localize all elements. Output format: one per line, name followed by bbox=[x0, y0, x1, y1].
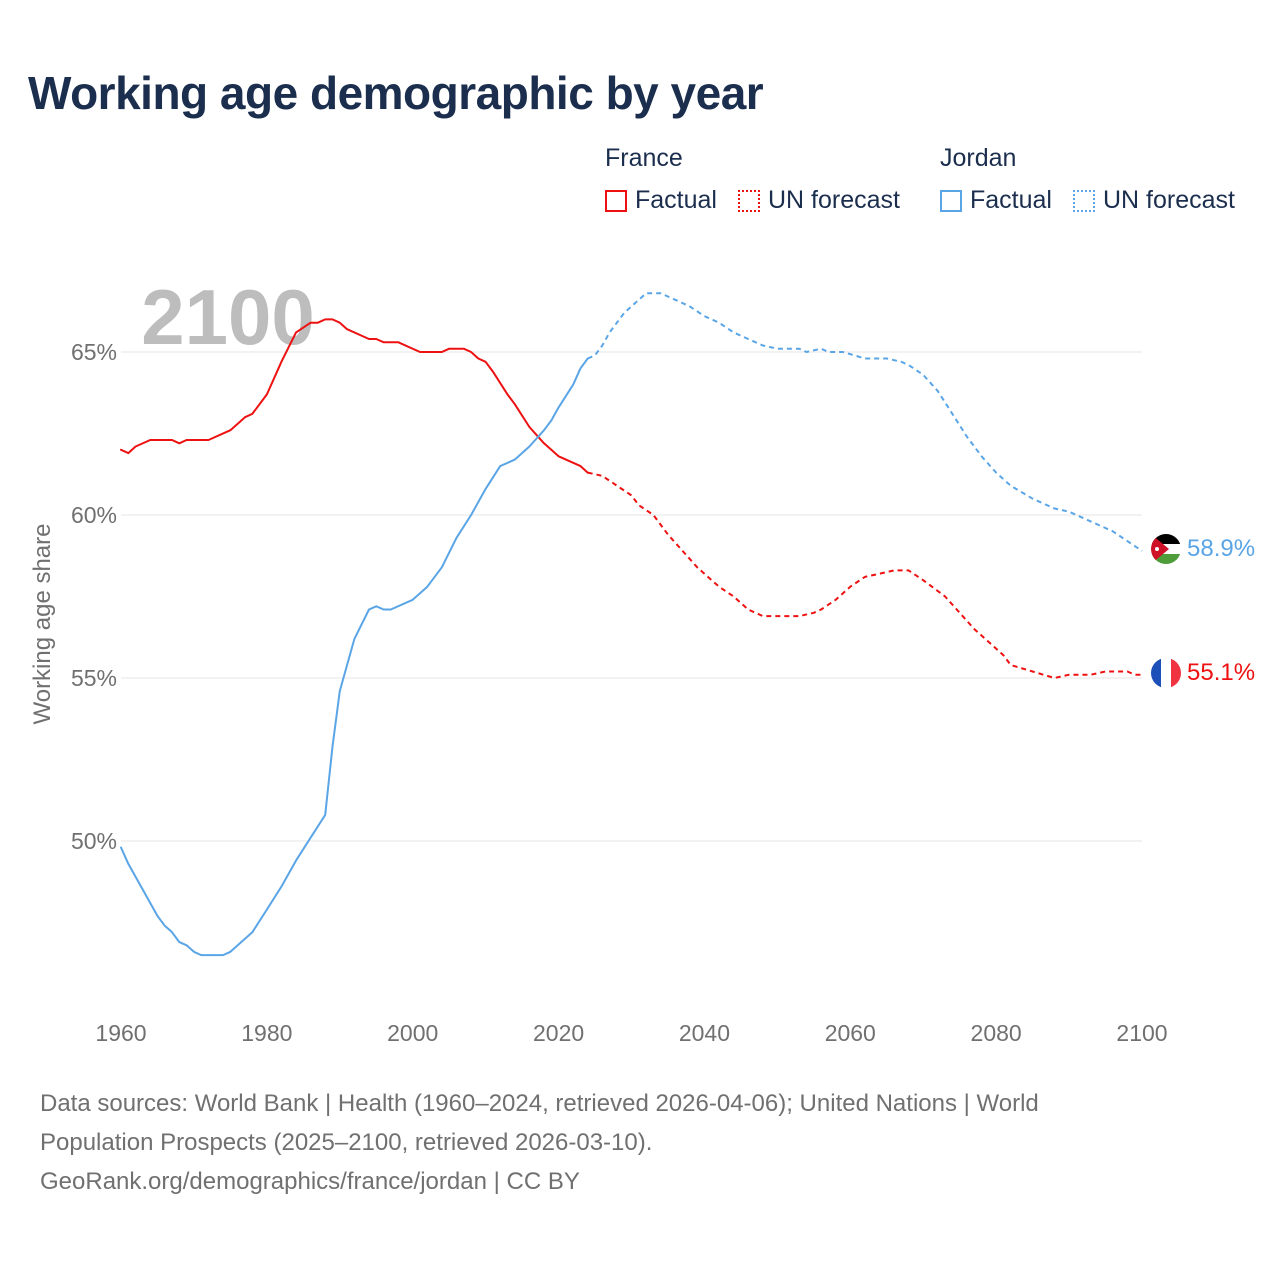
x-tick-label: 2040 bbox=[679, 1020, 730, 1046]
legend-jordan-title: Jordan bbox=[940, 144, 1017, 172]
legend-jordan-factual-swatch bbox=[940, 189, 962, 212]
y-axis-label: Working age share bbox=[29, 524, 56, 725]
footer-line-1: Data sources: World Bank | Health (1960–… bbox=[40, 1090, 1039, 1117]
legend-france-forecast-swatch bbox=[738, 189, 760, 212]
legend-jordan-factual-label: Factual bbox=[970, 186, 1052, 214]
jordan-factual-line bbox=[120, 357, 589, 957]
legend-france-factual-swatch bbox=[605, 189, 627, 212]
footer-sources: Data sources: World Bank | Health (1960–… bbox=[40, 1084, 1240, 1201]
x-axis-ticks: 1960 1980 2000 2020 2040 2060 2080 2100 bbox=[95, 1020, 1167, 1046]
y-tick-label: 55% bbox=[71, 665, 117, 691]
legend-france-forecast-label: UN forecast bbox=[768, 186, 900, 214]
footer-line-2: Population Prospects (2025–2100, retriev… bbox=[40, 1129, 653, 1156]
france-factual-line bbox=[120, 318, 589, 474]
x-tick-label: 2000 bbox=[387, 1020, 438, 1046]
series-lines bbox=[120, 292, 1143, 957]
x-tick-label: 2080 bbox=[971, 1020, 1022, 1046]
y-tick-label: 60% bbox=[71, 502, 117, 528]
y-tick-label: 50% bbox=[71, 828, 117, 854]
jordan-end-value: 58.9% bbox=[1187, 535, 1255, 562]
france-flag-icon bbox=[1151, 658, 1181, 688]
jordan-flag-icon bbox=[1151, 534, 1181, 564]
x-tick-label: 1960 bbox=[95, 1020, 146, 1046]
legend-france-title: France bbox=[605, 144, 683, 172]
jordan-forecast-line bbox=[587, 292, 1143, 552]
chart-title: Working age demographic by year bbox=[28, 67, 764, 119]
footer-line-3: GeoRank.org/demographics/france/jordan |… bbox=[40, 1168, 580, 1195]
legend-france-forecast[interactable]: UN forecast bbox=[738, 186, 900, 215]
y-axis-ticks: 50% 55% 60% 65% bbox=[71, 339, 117, 854]
france-end-value: 55.1% bbox=[1187, 659, 1255, 686]
legend-jordan-forecast[interactable]: UN forecast bbox=[1073, 186, 1235, 215]
year-watermark: 2100 bbox=[141, 273, 315, 361]
x-tick-label: 2060 bbox=[825, 1020, 876, 1046]
x-tick-label: 1980 bbox=[241, 1020, 292, 1046]
gridlines bbox=[121, 351, 1142, 842]
france-forecast-line bbox=[587, 471, 1142, 679]
x-tick-label: 2100 bbox=[1116, 1020, 1167, 1046]
x-tick-label: 2020 bbox=[533, 1020, 584, 1046]
y-tick-label: 65% bbox=[71, 339, 117, 365]
legend-france-factual[interactable]: Factual bbox=[605, 186, 717, 215]
legend-jordan-factual[interactable]: Factual bbox=[940, 186, 1052, 215]
legend-jordan-forecast-swatch bbox=[1073, 189, 1095, 212]
legend-france-factual-label: Factual bbox=[635, 186, 717, 214]
legend-jordan-forecast-label: UN forecast bbox=[1103, 186, 1235, 214]
